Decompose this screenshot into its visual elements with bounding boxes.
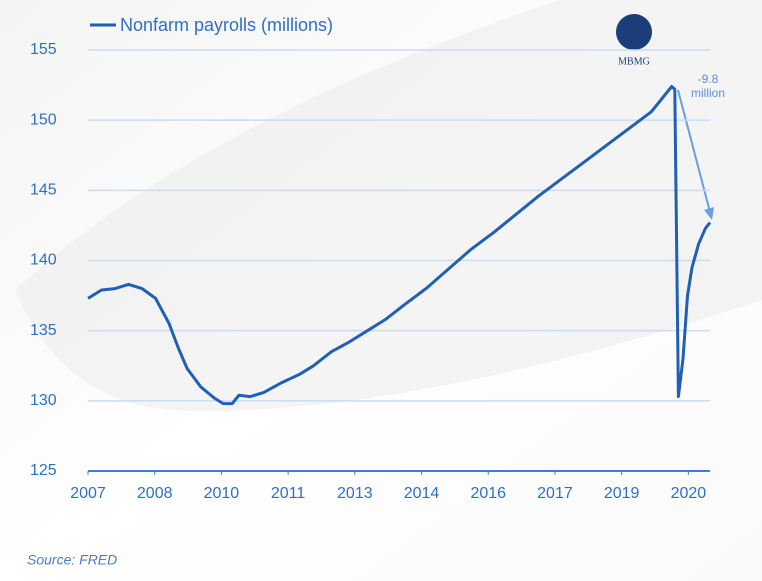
y-tick-label: 130 — [30, 392, 57, 409]
x-tick-label: 2008 — [137, 485, 173, 502]
logo-text: MBMG — [618, 56, 650, 67]
page-curl — [15, 0, 762, 411]
x-tick-label: 2016 — [470, 485, 506, 502]
y-tick-label: 145 — [30, 182, 57, 199]
data-line — [87, 85, 712, 406]
y-tick-label: 125 — [30, 462, 57, 479]
arrow-head — [704, 207, 714, 220]
annotation: million — [691, 86, 725, 100]
x-tick-label: 2019 — [604, 485, 640, 502]
y-tick-label: 140 — [30, 252, 57, 269]
y-tick-label: 155 — [30, 41, 57, 58]
annotation-arrow — [677, 89, 711, 213]
y-tick-label: 135 — [30, 322, 57, 339]
x-tick-label: 2020 — [671, 485, 707, 502]
x-tick-label: 2007 — [70, 485, 106, 502]
y-tick-label: 150 — [30, 111, 57, 128]
x-tick-label: 2017 — [537, 485, 573, 502]
x-tick-label: 2010 — [204, 485, 240, 502]
x-tick-label: 2014 — [404, 485, 440, 502]
source: Source: FRED — [27, 552, 117, 568]
legend-label: Nonfarm payrolls (millions) — [120, 15, 333, 35]
logo-icon — [616, 14, 652, 50]
x-tick-label: 2011 — [271, 485, 306, 502]
annotation: -9.8 — [698, 72, 719, 86]
x-tick-label: 2013 — [337, 485, 373, 502]
